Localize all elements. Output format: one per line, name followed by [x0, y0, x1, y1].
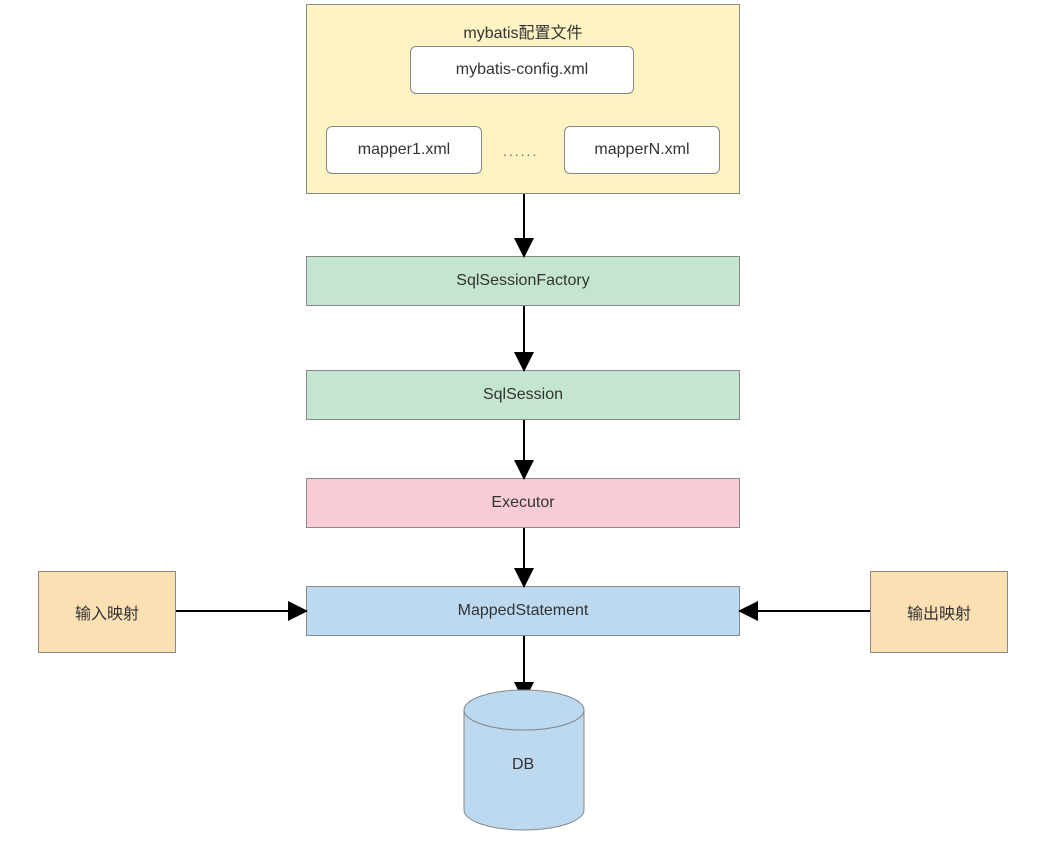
node-mapperN-label: mapperN.xml [594, 141, 689, 159]
node-mapperN: mapperN.xml [564, 126, 720, 174]
diagram-canvas: mikechen的互联网架构 mybatis配置文件 mybatis-confi… [0, 0, 1047, 844]
node-sqlsessionfactory-label: SqlSessionFactory [456, 272, 589, 290]
node-mappedstatement-label: MappedStatement [458, 602, 589, 620]
ellipsis: ...... [503, 143, 538, 159]
node-input-mapping-label: 输入映射 [75, 600, 139, 624]
node-mapper1: mapper1.xml [326, 126, 482, 174]
node-mappedstatement: MappedStatement [306, 586, 740, 636]
node-db-label: DB [512, 756, 534, 774]
node-sqlsession: SqlSession [306, 370, 740, 420]
node-config-xml: mybatis-config.xml [410, 46, 634, 94]
node-input-mapping: 输入映射 [38, 571, 176, 653]
node-config-container-title: mybatis配置文件 [307, 19, 739, 43]
node-executor-label: Executor [491, 494, 554, 512]
node-sqlsessionfactory: SqlSessionFactory [306, 256, 740, 306]
node-mapper1-label: mapper1.xml [358, 141, 450, 159]
node-config-xml-label: mybatis-config.xml [456, 61, 588, 79]
node-sqlsession-label: SqlSession [483, 386, 563, 404]
node-output-mapping: 输出映射 [870, 571, 1008, 653]
node-output-mapping-label: 输出映射 [907, 600, 971, 624]
node-executor: Executor [306, 478, 740, 528]
